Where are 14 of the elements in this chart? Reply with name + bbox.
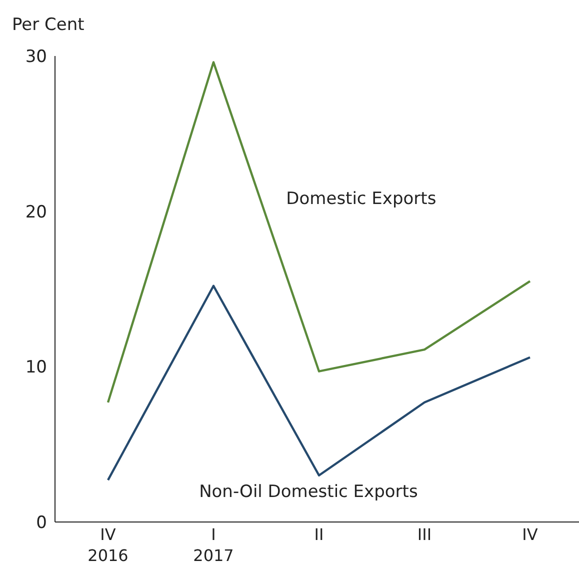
y-tick-label: 30 (25, 47, 47, 68)
x-tick-label: IV (522, 525, 538, 544)
series-label: Domestic Exports (286, 188, 436, 209)
x-tick-label: I 2017 (193, 525, 234, 565)
line-series (106, 284, 532, 482)
y-axis-title: Per Cent (12, 15, 84, 35)
x-tick-label: IV 2016 (88, 525, 128, 565)
y-tick-label: 0 (36, 513, 47, 534)
x-tick-label: III (417, 525, 432, 544)
series-label: Non-Oil Domestic Exports (199, 482, 418, 502)
y-tick-label: 10 (25, 358, 47, 378)
y-tick-label: 20 (25, 202, 47, 222)
line-series (106, 61, 532, 404)
x-tick-label: II (314, 525, 324, 544)
